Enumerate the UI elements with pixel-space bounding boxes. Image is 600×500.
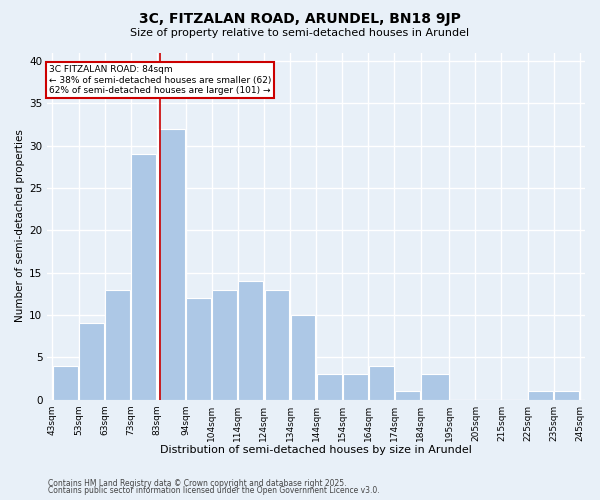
Bar xyxy=(131,154,156,400)
Bar xyxy=(369,366,394,400)
Bar xyxy=(343,374,368,400)
Y-axis label: Number of semi-detached properties: Number of semi-detached properties xyxy=(15,130,25,322)
Bar xyxy=(238,281,263,400)
Bar xyxy=(317,374,341,400)
X-axis label: Distribution of semi-detached houses by size in Arundel: Distribution of semi-detached houses by … xyxy=(160,445,472,455)
Bar xyxy=(290,315,316,400)
Bar xyxy=(395,391,420,400)
Text: 3C FITZALAN ROAD: 84sqm
← 38% of semi-detached houses are smaller (62)
62% of se: 3C FITZALAN ROAD: 84sqm ← 38% of semi-de… xyxy=(49,65,271,95)
Bar xyxy=(79,324,104,400)
Bar xyxy=(158,128,185,400)
Bar xyxy=(186,298,211,400)
Bar xyxy=(554,391,579,400)
Text: Contains public sector information licensed under the Open Government Licence v3: Contains public sector information licen… xyxy=(48,486,380,495)
Bar xyxy=(53,366,78,400)
Bar xyxy=(265,290,289,400)
Bar xyxy=(528,391,553,400)
Text: Size of property relative to semi-detached houses in Arundel: Size of property relative to semi-detach… xyxy=(130,28,470,38)
Bar xyxy=(212,290,237,400)
Bar xyxy=(106,290,130,400)
Text: 3C, FITZALAN ROAD, ARUNDEL, BN18 9JP: 3C, FITZALAN ROAD, ARUNDEL, BN18 9JP xyxy=(139,12,461,26)
Text: Contains HM Land Registry data © Crown copyright and database right 2025.: Contains HM Land Registry data © Crown c… xyxy=(48,478,347,488)
Bar xyxy=(421,374,449,400)
